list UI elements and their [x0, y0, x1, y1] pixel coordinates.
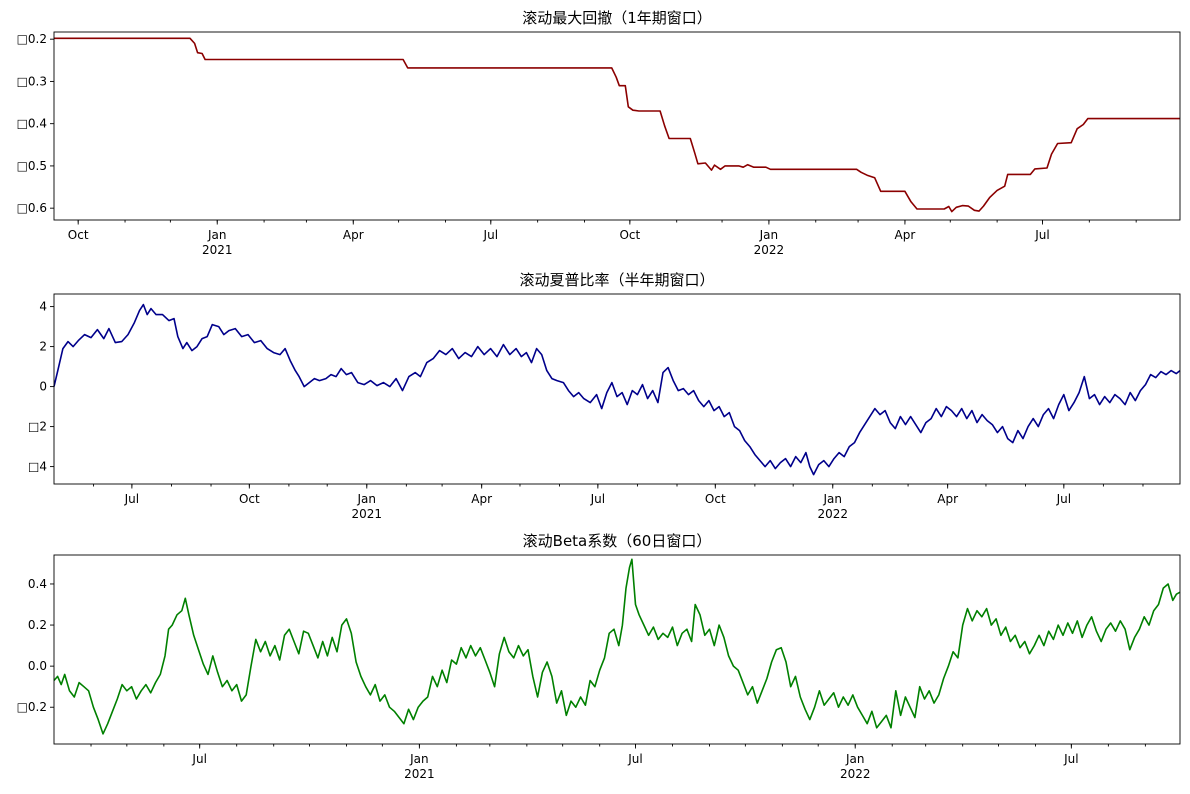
x-tick-year-label: 2022: [840, 767, 871, 781]
x-tick-label: Oct: [705, 492, 726, 506]
x-tick-year-label: 2022: [817, 507, 848, 521]
series-line: [54, 37, 1180, 213]
x-tick-year-label: 2021: [202, 243, 233, 257]
x-tick-label: Apr: [895, 228, 916, 242]
y-tick-label: □0.2: [17, 700, 47, 714]
x-tick-label: Oct: [619, 228, 640, 242]
x-tick-label: Jan: [409, 752, 429, 766]
x-tick-label: Apr: [937, 492, 958, 506]
y-tick-label: 0.0: [28, 659, 47, 673]
y-tick-label: 2: [39, 340, 47, 354]
x-tick-label: Jan: [207, 228, 227, 242]
x-tick-label: Jul: [1034, 228, 1049, 242]
y-tick-label: □0.2: [17, 32, 47, 46]
x-tick-label: Jul: [590, 492, 605, 506]
plot-frame: [53, 31, 1181, 221]
chart-title: 滚动Beta系数（60日窗口）: [523, 532, 712, 550]
x-tick-label: Jul: [627, 752, 642, 766]
x-tick-label: Jul: [1056, 492, 1071, 506]
y-tick-label: 0.2: [28, 618, 47, 632]
x-tick-year-label: 2022: [754, 243, 785, 257]
plot-frame: [53, 554, 1181, 745]
y-tick-label: 0: [39, 380, 47, 394]
x-tick-year-label: 2021: [352, 507, 383, 521]
x-tick-label: Jan: [823, 492, 843, 506]
x-tick-label: Oct: [239, 492, 260, 506]
x-tick-label: Jul: [124, 492, 139, 506]
x-tick-label: Oct: [68, 228, 89, 242]
y-tick-label: □4: [28, 460, 47, 474]
y-tick-label: □0.5: [17, 159, 47, 173]
y-tick-label: 0.4: [28, 577, 47, 591]
series-line: [53, 303, 1181, 476]
x-tick-label: Jul: [483, 228, 498, 242]
y-tick-label: □2: [28, 420, 47, 434]
y-tick-label: □0.3: [17, 74, 47, 88]
chart-title: 滚动夏普比率（半年期窗口）: [519, 271, 714, 289]
x-tick-label: Apr: [343, 228, 364, 242]
x-tick-year-label: 2021: [404, 767, 435, 781]
plot-frame: [53, 293, 1181, 485]
x-tick-label: Jan: [759, 228, 779, 242]
x-tick-label: Apr: [471, 492, 492, 506]
x-tick-label: Jan: [357, 492, 377, 506]
x-tick-label: Jul: [191, 752, 206, 766]
series-line: [53, 558, 1181, 735]
y-tick-label: 4: [39, 300, 47, 314]
y-tick-label: □0.4: [17, 117, 47, 131]
x-tick-label: Jul: [1063, 752, 1078, 766]
x-tick-label: Jan: [845, 752, 865, 766]
chart-title: 滚动最大回撤（1年期窗口）: [522, 9, 712, 27]
y-tick-label: □0.6: [17, 201, 47, 215]
